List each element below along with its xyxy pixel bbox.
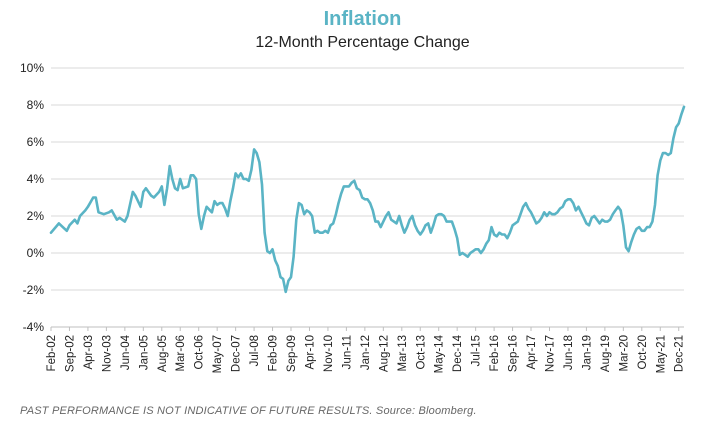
x-tick-label: Sep-16 [508, 335, 520, 372]
x-tick-label: Apr-17 [526, 335, 538, 370]
x-tick-label: Aug-05 [157, 335, 169, 372]
x-tick-label: Jan-19 [581, 335, 593, 370]
y-tick-label: 4% [27, 172, 45, 186]
x-tick-label: Apr-03 [83, 335, 95, 370]
x-tick-label: Dec-21 [674, 335, 686, 372]
x-tick-label: Nov-10 [323, 335, 335, 372]
x-axis-tick-labels: Feb-02 Sep-02 Apr-03 Nov-03 Jun-04 Jan-05 Aug-… [46, 327, 686, 373]
x-tick-label: Jan-12 [360, 335, 372, 370]
x-tick-label: Oct-20 [637, 335, 649, 370]
y-tick-label: 2% [27, 209, 45, 223]
x-tick-label: Sep-09 [286, 335, 298, 372]
inflation-series-line [49, 105, 686, 294]
x-tick-label: Feb-02 [46, 335, 58, 371]
x-tick-label: Aug-19 [600, 335, 612, 372]
gridlines [51, 67, 684, 328]
x-tick-label: May-07 [212, 335, 224, 373]
series-lines [49, 105, 686, 294]
y-tick-label: -4% [23, 320, 45, 334]
chart-title: Inflation [323, 8, 402, 30]
y-axis-tick-labels: 10% 8% 6% 4% 2% 0% -2% -4% [20, 61, 44, 334]
y-tick-label: 0% [27, 246, 45, 260]
x-tick-label: May-14 [434, 334, 446, 373]
y-tick-label: 6% [27, 135, 45, 149]
chart-subtitle: 12-Month Percentage Change [255, 34, 470, 51]
x-tick-label: May-21 [655, 335, 667, 373]
x-tick-label: Jun-04 [120, 334, 132, 370]
x-tick-label: Feb-16 [489, 335, 501, 371]
x-tick-label: Apr-10 [304, 335, 316, 370]
x-tick-label: Dec-14 [452, 334, 464, 372]
x-tick-label: Aug-12 [378, 335, 390, 372]
x-tick-label: Sep-02 [64, 335, 76, 372]
footnote: PAST PERFORMANCE IS NOT INDICATIVE OF FU… [20, 405, 477, 417]
y-tick-label: 8% [27, 98, 45, 112]
x-tick-label: Feb-09 [268, 335, 280, 371]
x-tick-label: Jan-05 [138, 335, 150, 370]
x-tick-label: Nov-03 [101, 335, 113, 372]
x-tick-label: Mar-06 [175, 335, 187, 371]
x-tick-label: Jun-11 [341, 335, 353, 369]
x-tick-label: Mar-20 [618, 335, 630, 371]
x-tick-label: Oct-13 [415, 335, 427, 370]
x-tick-label: Jul-15 [471, 335, 483, 366]
y-tick-label: 10% [20, 61, 44, 75]
x-tick-label: Dec-07 [231, 335, 243, 372]
x-tick-label: Oct-06 [194, 335, 206, 370]
x-tick-label: Jul-08 [249, 335, 261, 366]
x-tick-label: Mar-13 [397, 335, 409, 371]
x-tick-label: Jun-18 [563, 335, 575, 370]
x-tick-label: Nov-17 [544, 335, 556, 372]
y-tick-label: -2% [23, 283, 45, 297]
